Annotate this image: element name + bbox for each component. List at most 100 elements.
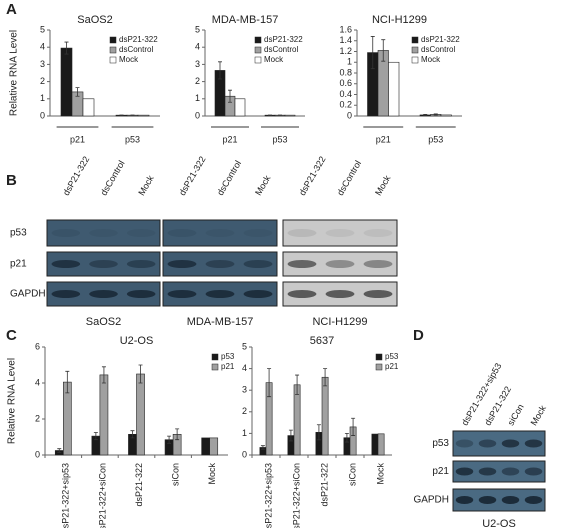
x-tick-label: p21: [376, 134, 391, 144]
error-bar: [288, 429, 293, 442]
blot-band: [167, 229, 197, 237]
blot-band: [243, 260, 273, 268]
bar: [377, 433, 385, 456]
y-tick-label: 3: [40, 59, 45, 69]
error-bar: [316, 424, 321, 441]
blot-band: [524, 496, 543, 504]
x-tick-label: dsP21-322+sip53: [263, 463, 273, 528]
blot-band: [287, 290, 317, 298]
x-tick-label: p53: [428, 134, 443, 144]
blot-band: [51, 260, 81, 268]
blot-band: [478, 496, 497, 504]
bar: [371, 433, 379, 456]
y-tick-label: 0: [40, 110, 45, 120]
blot-band: [205, 229, 235, 237]
bar: [60, 47, 73, 117]
bar: [321, 376, 329, 456]
blot-band: [363, 260, 393, 268]
blot-band: [325, 260, 355, 268]
y-tick-label: 4: [242, 363, 247, 373]
y-tick-label: 6: [35, 341, 40, 351]
legend-swatch: [254, 56, 262, 64]
bar: [209, 437, 219, 456]
blot-band: [524, 439, 543, 448]
blot-row: [282, 219, 398, 247]
cell-line-label: MDA-MB-157: [187, 316, 254, 328]
bar: [284, 114, 296, 117]
cell-line-label: SaOS2: [86, 316, 121, 328]
y-tick-label: 5: [242, 341, 247, 351]
x-tick-label: dsP21-322+siCon: [97, 463, 107, 528]
error-bar: [295, 374, 300, 395]
bar: [82, 98, 95, 117]
y-tick-label: 1: [195, 93, 200, 103]
x-tick-label: Mock: [375, 463, 385, 485]
lane-label: siCon: [506, 402, 526, 427]
y-tick-label: 0: [35, 449, 40, 459]
legend-swatch: [109, 46, 117, 54]
legend-swatch: [411, 36, 419, 44]
y-tick-label: 5: [195, 24, 200, 34]
blot-band: [126, 290, 156, 298]
error-bar: [344, 433, 349, 443]
legend-label: dsP21-322: [421, 35, 460, 44]
blot-band: [51, 290, 81, 298]
error-bar: [93, 432, 98, 441]
y-tick-label: 1: [242, 428, 247, 438]
x-tick-label: p21: [70, 134, 85, 144]
y-tick-label: 0.8: [339, 67, 352, 77]
y-tick-label: 4: [35, 377, 40, 387]
legend-label: dsP21-322: [264, 35, 303, 44]
x-tick-label: dsP21-322+siCon: [291, 463, 301, 528]
panel-label: C: [6, 327, 17, 344]
lane-label: dsP21-322: [61, 154, 91, 197]
blot-band: [478, 439, 497, 448]
blot-row: [452, 460, 546, 483]
lane-label: Mock: [373, 173, 393, 197]
bar: [201, 437, 210, 456]
legend-swatch: [411, 46, 419, 54]
legend-swatch: [411, 56, 419, 64]
panel-label: A: [6, 1, 17, 18]
blot-row: [162, 219, 278, 247]
x-tick-label: siCon: [170, 463, 180, 486]
row-label: p21: [432, 466, 449, 477]
blot-band: [126, 229, 156, 237]
y-tick-label: 0.6: [339, 78, 352, 88]
bar: [137, 114, 150, 117]
legend-swatch: [254, 46, 262, 54]
y-tick-label: 1: [40, 93, 45, 103]
y-tick-label: 4: [195, 42, 200, 52]
blot-band: [287, 260, 317, 268]
panel-label: D: [413, 327, 424, 344]
blot-row: [452, 488, 546, 512]
row-label: GAPDH: [10, 289, 46, 300]
blot-band: [167, 260, 197, 268]
blot-band: [167, 290, 197, 298]
legend-swatch: [109, 56, 117, 64]
bar: [440, 114, 452, 117]
blot-band: [363, 229, 393, 237]
y-tick-label: 2: [195, 76, 200, 86]
error-bar: [351, 417, 356, 436]
row-label: p53: [432, 438, 449, 449]
error-bar: [57, 448, 62, 453]
y-tick-label: 3: [195, 59, 200, 69]
blot-band: [363, 290, 393, 298]
chart-title: SaOS2: [77, 14, 112, 26]
lane-label: dsP21-322: [177, 154, 207, 197]
blot-band: [524, 467, 543, 476]
cell-line-label: NCI-H1299: [312, 316, 367, 328]
error-bar: [323, 368, 328, 387]
y-tick-label: 0: [242, 449, 247, 459]
x-tick-label: siCon: [347, 463, 357, 486]
blot-band: [455, 439, 474, 448]
blot-band: [51, 229, 81, 237]
y-tick-label: 0: [347, 110, 352, 120]
blot-band: [205, 290, 235, 298]
blot-band: [501, 439, 520, 448]
blot-band: [455, 467, 474, 476]
error-bar: [267, 368, 272, 398]
y-tick-label: 3: [242, 385, 247, 395]
